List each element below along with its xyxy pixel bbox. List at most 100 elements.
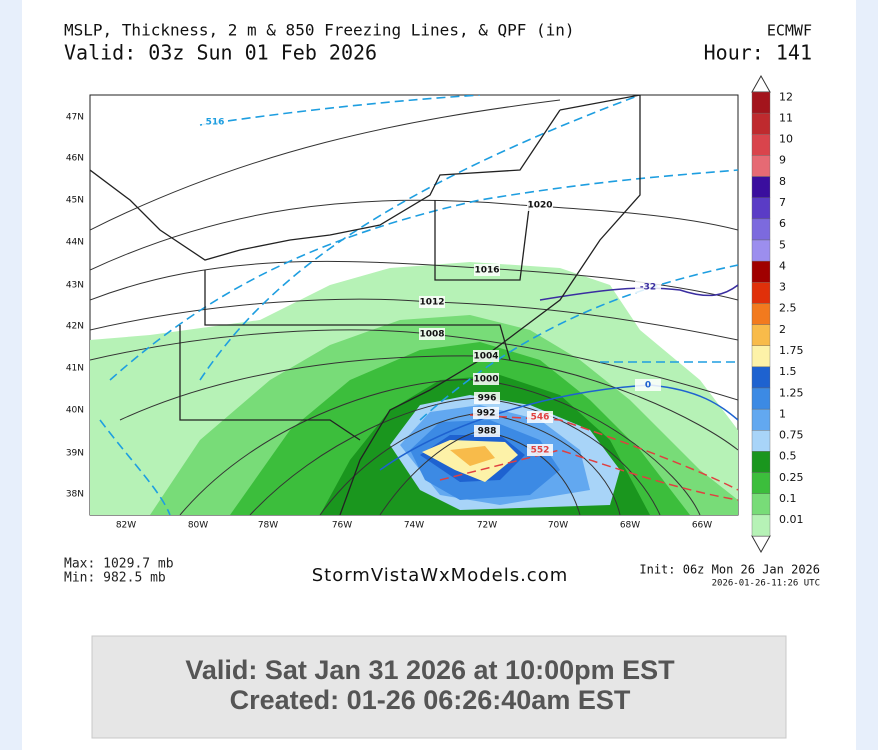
contour-label-bg [474,264,500,276]
colorbar-label: 6 [779,217,786,230]
colorbar-label: 2 [779,323,786,336]
colorbar-swatch [751,324,771,346]
banner-created: Created: 01-26 06:26:40am EST [230,685,631,715]
colorbar-swatch [751,493,771,516]
thickness-552 [439,449,738,501]
colorbar-swatch [751,366,771,389]
colorbar-swatch [751,218,771,241]
colorbar-label: 7 [779,196,786,209]
colorbar-label: 0.1 [779,492,797,505]
lon-label: 68W [620,521,640,531]
colorbar-label: 0.5 [779,450,797,463]
contour-label: 1008 [419,330,444,340]
contour-label-bg [473,373,499,385]
longitude-labels: 82W 80W 78W 76W 74W 72W 70W 68W 66W [116,521,712,531]
colorbar-label: 12 [779,90,793,103]
contour-label: 516 [206,118,225,128]
init-time: Init: 06z Mon 26 Jan 2026 [639,563,820,577]
colorbar-swatch [751,430,771,452]
contour-label: -32 [640,283,656,293]
contour-label: 546 [531,413,550,423]
banner [91,635,787,739]
colorbar-swatch [751,197,771,220]
lat-label: 42N [66,322,84,332]
colorbar-swatch [751,112,771,135]
lon-label: 80W [188,521,208,531]
contour-label-bg [527,199,553,211]
colorbar-swatch [751,155,771,177]
colorbar-label: 10 [779,133,793,146]
model: ECMWF [767,22,812,40]
lon-label: 82W [116,521,136,531]
contour-label-bg [527,411,553,423]
contour-label-bg [473,350,499,362]
colorbar-label: 9 [779,154,786,167]
colorbar-label: 1.75 [779,344,804,357]
colorbar-swatch [751,176,771,198]
contour-label-bg [635,379,661,391]
min-pressure: Min: 982.5 mb [64,571,166,586]
thickness-lines [99,95,738,515]
contour-label: 1000 [473,375,498,385]
lat-label: 41N [66,364,84,374]
colorbar-label: 4 [779,259,786,272]
lon-label: 66W [692,521,712,531]
lon-label: 74W [404,521,424,531]
colorbar-label: 0.01 [779,513,804,526]
map [89,94,739,516]
contour-label: 996 [478,394,497,404]
contour-label: 988 [478,427,497,437]
lat-label: 43N [66,281,84,291]
colorbar-swatch [751,472,771,494]
contour-label: 1016 [474,266,499,276]
contour-label-bg [527,444,553,456]
colorbar-label: 1.5 [779,365,797,378]
colorbar-swatch [751,408,771,431]
lat-label: 40N [66,406,84,416]
lat-label: 46N [66,154,84,164]
lon-label: 70W [548,521,568,531]
qpf-2 [450,446,495,466]
contour-label-bg [474,425,500,437]
850-freezing-line [539,284,738,301]
colorbar-swatch [751,239,771,262]
colorbar-swatch [751,451,771,473]
lat-label: 44N [66,238,84,248]
colorbar-swatch [751,303,771,325]
lon-label: 78W [258,521,278,531]
lat-label: 45N [66,196,84,206]
colorbar-swatch [751,345,771,368]
colorbar-label: 11 [779,111,793,124]
lat-label: 38N [66,490,84,500]
colorbar-label: 0.75 [779,429,804,442]
lon-label: 72W [477,521,497,531]
freezing-line [379,384,738,471]
colorbar-swatch [751,282,771,304]
colorbar: 12 11 10 9 8 7 6 5 4 3 2.5 2 1.75 1.5 1.25 1 0.75 0.5 0.25… [751,74,804,554]
contour-label: 0 [645,381,651,391]
lat-label: 47N [66,113,84,123]
colorbar-swatch [751,387,771,410]
title: MSLP, Thickness, 2 m & 850 Freezing Line… [64,21,575,40]
colorbar-label: 1.25 [779,386,804,399]
colorbar-swatch [751,260,771,283]
colorbar-swatch [751,91,771,114]
contour-label-bg [473,407,499,419]
colorbar-swatch [751,514,771,537]
thickness-546 [469,414,738,491]
colorbar-label: 2.5 [779,302,797,315]
contour-label: 992 [477,409,496,419]
contour-label-bg [419,296,445,308]
forecast-hour: Hour: 141 [704,41,812,65]
site-name: StormVistaWxModels.com [312,565,569,586]
colorbar-label: 3 [779,281,786,294]
borders [90,95,641,515]
contour-label: 1020 [527,201,552,211]
contour-label-bg [635,281,661,293]
lon-label: 76W [332,521,352,531]
colorbar-swatch [751,134,771,156]
contour-label: 1012 [419,298,444,308]
contour-label: 552 [531,446,550,456]
contour-label-bg [474,392,500,404]
